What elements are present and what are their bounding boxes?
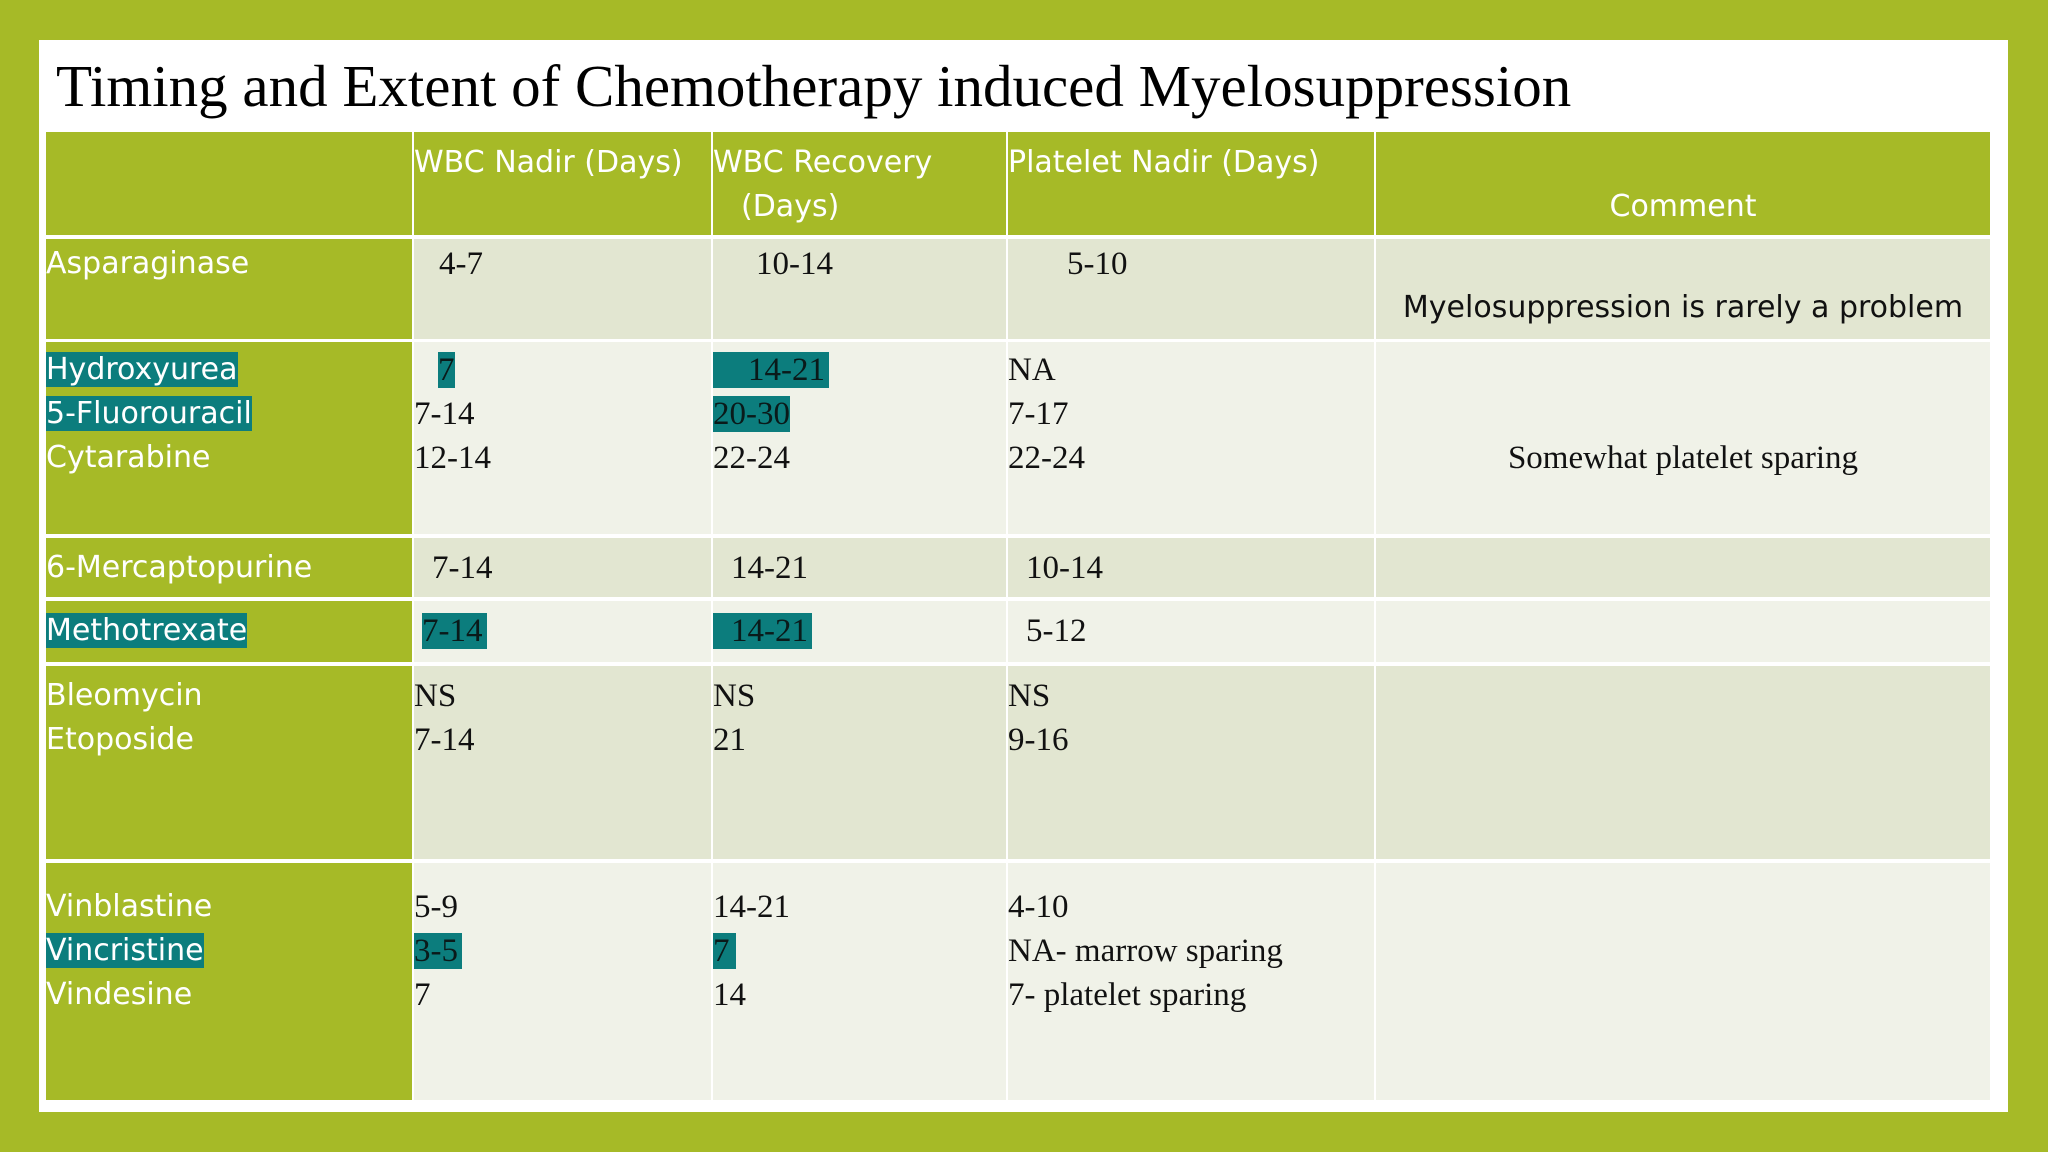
value: 14-21 (713, 889, 790, 925)
value: 22-24 (1008, 440, 1085, 476)
value: NS (713, 678, 756, 714)
row-methotrexate-drug: Methotrexate (46, 601, 412, 662)
row-antimetabolites-wbc-nadir: 7 7-14 12-14 (414, 342, 711, 534)
drug-name-hydroxyurea: Hydroxyurea (46, 352, 238, 387)
row-bleomycin-etoposide-comment (1376, 666, 1990, 859)
value: 10-14 (1026, 550, 1103, 586)
drug-name: Methotrexate (46, 609, 412, 653)
value: 14-21 (713, 352, 829, 388)
row-antimetabolites-drug: Hydroxyurea 5-Fluorouracil Cytarabine (46, 342, 412, 534)
value: 22-24 (713, 440, 790, 476)
drug-name: Vincristine (46, 929, 412, 973)
value: 5-10 (1067, 246, 1128, 282)
drug-name: 5-Fluorouracil (46, 392, 412, 436)
row-methotrexate-wbc-recovery: 14-21 (713, 601, 1006, 662)
row-asparaginase-drug: Asparaginase (46, 239, 412, 339)
row-antimetabolites-platelet-nadir: NA 7-17 22-24 (1008, 342, 1374, 534)
row-methotrexate-platelet-nadir: 5-12 (1008, 601, 1374, 662)
value: 7-14 (414, 396, 475, 432)
value: 7 (438, 352, 455, 388)
value: 4-10 (1008, 889, 1069, 925)
value: 7-17 (1008, 396, 1069, 432)
drug-name-vindesine: Vindesine (46, 977, 193, 1012)
comment-text: Somewhat platelet sparing (1507, 440, 1859, 476)
row-bleomycin-etoposide-drug: Bleomycin Etoposide (46, 666, 412, 859)
value: 3-5 (414, 933, 462, 969)
row-asparaginase-wbc-recovery: 10-14 (713, 239, 1006, 339)
row-vinca-platelet-nadir: 4-10 NA- marrow sparing 7- platelet spar… (1008, 863, 1374, 1100)
value: 9-16 (1008, 722, 1069, 758)
row-bleomycin-etoposide-platelet-nadir: NS 9-16 (1008, 666, 1374, 859)
row-asparaginase-comment: Myelosuppression is rarely a problem (1376, 239, 1990, 339)
row-bleomycin-etoposide-wbc-recovery: NS 21 (713, 666, 1006, 859)
value-line: 7-14 (422, 609, 711, 653)
slide-title: Timing and Extent of Chemotherapy induce… (56, 53, 1572, 119)
row-vinca-wbc-nadir: 5-9 3-5 7 (414, 863, 711, 1100)
row-antimetabolites-comment: Somewhat platelet sparing (1376, 342, 1990, 534)
value: 12-14 (414, 440, 491, 476)
value: 7-14 (414, 722, 475, 758)
value: 4-7 (439, 246, 483, 282)
value: 7 (713, 933, 736, 969)
slide: Timing and Extent of Chemotherapy induce… (39, 40, 2008, 1112)
drug-name: Asparaginase (46, 246, 250, 281)
row-asparaginase-platelet-nadir: 5-10 (1008, 239, 1374, 339)
drug-name-5-fluorouracil: 5-Fluorouracil (46, 396, 252, 431)
header-wbc-recovery-line2: (Days) (741, 189, 840, 224)
row-mercaptopurine-platelet-nadir: 10-14 (1008, 538, 1374, 597)
drug-name-etoposide: Etoposide (46, 722, 194, 757)
value: NS (414, 678, 457, 714)
row-mercaptopurine-wbc-recovery: 14-21 (713, 538, 1006, 597)
value: 14-21 (731, 550, 808, 586)
row-mercaptopurine-wbc-nadir: 7-14 (414, 538, 711, 597)
value-line: 14-21 (713, 348, 1006, 392)
row-vinca-drug: Vinblastine Vincristine Vindesine (46, 863, 412, 1100)
header-comment: Comment (1376, 132, 1990, 235)
header-wbc-nadir-text: WBC Nadir (Days) (414, 145, 683, 180)
row-asparaginase-wbc-nadir: 4-7 (414, 239, 711, 339)
value: 10-14 (756, 246, 833, 282)
drug-name-methotrexate: Methotrexate (46, 613, 248, 648)
row-mercaptopurine-drug: 6-Mercaptopurine (46, 538, 412, 597)
value: NS (1008, 678, 1051, 714)
value: 7 (414, 977, 431, 1013)
header-wbc-recovery-line1: WBC Recovery (713, 145, 933, 180)
header-wbc-recovery: WBC Recovery (Days) (713, 132, 1006, 235)
header-wbc-nadir: WBC Nadir (Days) (414, 132, 711, 235)
value: 5-9 (414, 889, 458, 925)
drug-name-cytarabine: Cytarabine (46, 440, 211, 475)
value-line: 3-5 (414, 929, 711, 973)
value: 7- platelet sparing (1008, 977, 1247, 1013)
row-mercaptopurine-comment (1376, 538, 1990, 597)
value-line: 20-30 (713, 392, 1006, 436)
row-vinca-wbc-recovery: 14-21 7 14 (713, 863, 1006, 1100)
value: NA- marrow sparing (1008, 933, 1283, 969)
drug-name-vinblastine: Vinblastine (46, 889, 213, 924)
drug-name: 6-Mercaptopurine (46, 550, 313, 585)
row-methotrexate-comment (1376, 601, 1990, 662)
row-methotrexate-wbc-nadir: 7-14 (414, 601, 711, 662)
header-platelet-nadir-text: Platelet Nadir (Days) (1008, 145, 1320, 180)
header-drug (46, 132, 412, 235)
value-line: 7 (414, 348, 711, 392)
drug-name-bleomycin: Bleomycin (46, 678, 203, 713)
value: 20-30 (713, 396, 790, 432)
value: NA (1008, 352, 1056, 388)
value: 5-12 (1026, 613, 1087, 649)
value: 21 (713, 722, 746, 758)
row-antimetabolites-wbc-recovery: 14-21 20-30 22-24 (713, 342, 1006, 534)
value: 7-14 (432, 550, 493, 586)
header-comment-text: Comment (1609, 189, 1757, 224)
drug-name: Hydroxyurea (46, 348, 412, 392)
value-line: 7 (713, 929, 1006, 973)
value-line: 14-21 (713, 609, 1006, 653)
value: 14 (713, 977, 746, 1013)
header-platelet-nadir: Platelet Nadir (Days) (1008, 132, 1374, 235)
drug-name-vincristine: Vincristine (46, 933, 204, 968)
value: 14-21 (713, 613, 812, 649)
row-vinca-comment (1376, 863, 1990, 1100)
row-bleomycin-etoposide-wbc-nadir: NS 7-14 (414, 666, 711, 859)
comment-text: Myelosuppression is rarely a problem (1402, 290, 1964, 325)
value: 7-14 (422, 613, 487, 649)
